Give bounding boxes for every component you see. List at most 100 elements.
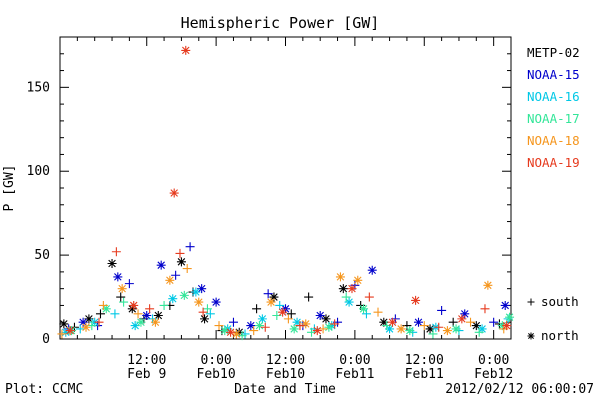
data-point-noaa-19	[457, 314, 467, 324]
data-point-noaa-19	[181, 45, 191, 55]
plot-credit: Plot: CCMC	[5, 382, 83, 397]
plot-frame	[59, 36, 512, 340]
legend-entry-noaa-18: NOAA-18	[527, 133, 580, 148]
data-point-noaa-19	[169, 188, 179, 198]
legend-entry-noaa-19: NOAA-19	[527, 155, 580, 170]
data-point-noaa-17	[505, 312, 515, 322]
data-point-noaa-18	[150, 317, 160, 327]
x-axis-label: Date and Time	[234, 382, 336, 397]
data-point-noaa-17	[405, 326, 415, 336]
data-point-noaa-16	[257, 314, 267, 324]
data-point-noaa-19	[330, 319, 340, 329]
data-point-metp-02	[286, 309, 296, 319]
x-tick-label-date: Feb12	[474, 367, 513, 382]
data-point-noaa-17	[428, 329, 438, 339]
legend-entry-noaa-17: NOAA-17	[527, 111, 580, 126]
data-point-metp-02	[116, 292, 126, 302]
data-point-noaa-18	[396, 324, 406, 334]
data-point-noaa-16	[327, 321, 337, 331]
data-points	[57, 45, 515, 341]
data-point-noaa-18	[373, 307, 383, 317]
legend-entry-noaa-16: NOAA-16	[527, 89, 580, 104]
data-point-metp-02	[321, 314, 331, 324]
data-point-noaa-18	[442, 326, 452, 336]
legend-entry-metp-02: METP-02	[527, 45, 580, 60]
data-point-noaa-17	[119, 297, 129, 307]
y-tick-label: 150	[27, 80, 50, 95]
data-point-noaa-16	[477, 324, 487, 334]
data-point-metp-02	[200, 314, 210, 324]
data-point-metp-02	[107, 259, 117, 268]
data-point-noaa-16	[110, 309, 120, 319]
data-point-noaa-16	[385, 324, 395, 334]
data-point-metp-02	[234, 327, 244, 337]
data-point-noaa-15	[437, 305, 447, 315]
data-point-metp-02	[269, 292, 279, 302]
x-tick-label-date: Feb 9	[127, 367, 166, 382]
data-point-metp-02	[84, 314, 94, 324]
data-point-noaa-16	[292, 317, 302, 327]
data-point-noaa-16	[275, 300, 285, 310]
data-point-noaa-18	[466, 317, 476, 327]
data-point-noaa-17	[289, 324, 299, 334]
data-point-noaa-19	[364, 292, 374, 302]
data-point-noaa-17	[237, 331, 247, 341]
marker-legend: south north	[527, 294, 579, 343]
data-point-noaa-15	[124, 279, 134, 289]
data-point-noaa-18	[283, 314, 293, 324]
data-point-noaa-15	[156, 260, 166, 270]
data-point-metp-02	[379, 317, 389, 327]
data-point-noaa-15	[113, 272, 123, 282]
data-point-noaa-15	[315, 311, 325, 321]
timestamp: 2012/02/12 06:00:07	[445, 382, 594, 397]
data-point-metp-02	[471, 321, 481, 331]
data-point-noaa-19	[129, 300, 139, 310]
data-point-noaa-19	[502, 321, 512, 331]
x-tick-label-time: 12:00	[127, 353, 166, 368]
data-point-noaa-17	[101, 304, 111, 314]
data-point-metp-02	[153, 311, 163, 321]
data-point-noaa-17	[254, 321, 264, 331]
data-point-noaa-15	[246, 321, 256, 331]
data-point-noaa-15	[367, 265, 377, 275]
data-point-noaa-19	[347, 284, 357, 294]
data-point-noaa-18	[117, 284, 127, 294]
x-tick-label-time: 0:00	[200, 353, 231, 368]
data-point-noaa-15	[413, 317, 423, 327]
data-point-noaa-18	[335, 272, 345, 282]
data-point-noaa-15	[185, 242, 195, 252]
data-point-noaa-17	[87, 321, 97, 331]
data-point-metp-02	[127, 304, 137, 314]
data-point-noaa-15	[78, 317, 88, 327]
data-point-noaa-18	[81, 322, 91, 332]
data-point-noaa-18	[231, 329, 241, 339]
legend-entry-noaa-15: NOAA-15	[527, 67, 580, 82]
data-point-noaa-19	[312, 326, 322, 336]
data-point-metp-02	[304, 292, 314, 302]
data-point-noaa-16	[61, 327, 71, 337]
data-point-metp-02	[448, 317, 458, 327]
data-point-metp-02	[176, 257, 186, 267]
legend: METP-02 NOAA-15 NOAA-16 NOAA-17 NOAA-18 NOAA-…	[527, 45, 580, 170]
data-point-noaa-16	[191, 287, 201, 297]
y-tick-label: 50	[34, 248, 50, 263]
data-point-noaa-18	[182, 264, 192, 274]
data-point-noaa-16	[130, 321, 140, 331]
data-point-noaa-15	[489, 317, 499, 327]
data-point-noaa-19	[94, 317, 104, 327]
data-point-noaa-17	[324, 322, 334, 332]
marker-legend-label-south: south	[541, 294, 579, 309]
data-point-noaa-19	[198, 307, 208, 317]
data-point-noaa-18	[194, 297, 204, 307]
y-tick-label: 0	[42, 332, 50, 347]
data-point-metp-02	[425, 324, 435, 334]
plot-area	[59, 36, 512, 340]
data-point-noaa-18	[98, 300, 108, 310]
data-point-noaa-17	[341, 292, 351, 302]
data-point-noaa-18	[301, 319, 311, 329]
data-point-noaa-19	[111, 247, 121, 257]
data-point-noaa-19	[295, 321, 305, 331]
data-point-noaa-19	[65, 326, 75, 336]
